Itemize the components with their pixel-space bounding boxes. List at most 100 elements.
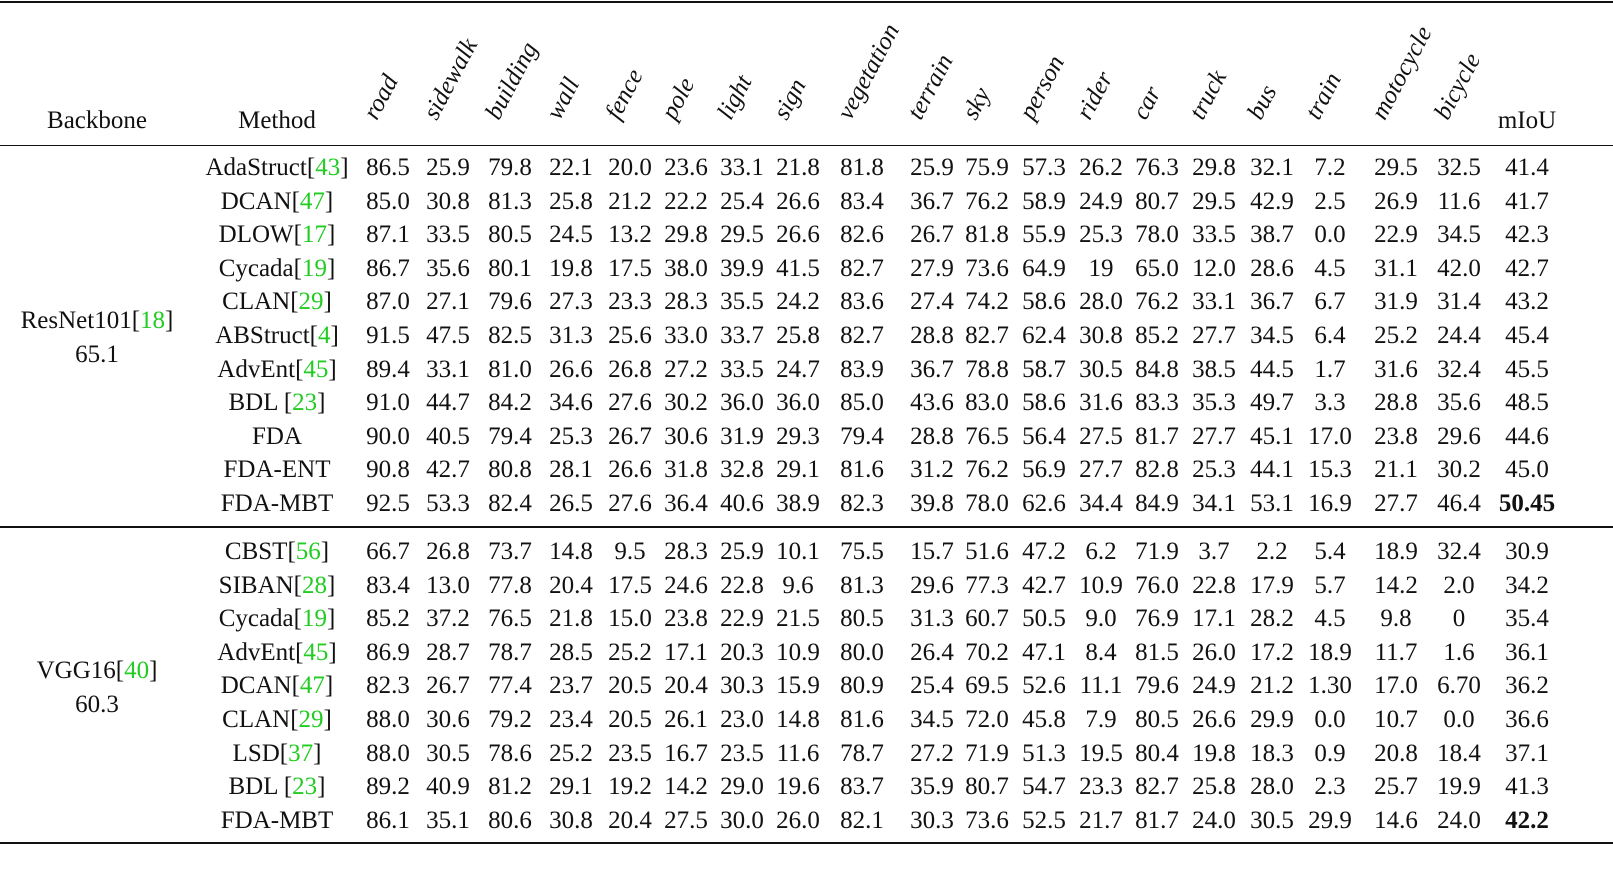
- value-cell-truck: 24.0: [1192, 806, 1236, 834]
- value-cell-pole: 26.1: [664, 706, 708, 733]
- value-cell-vegetation: 80.9: [840, 672, 884, 700]
- value-cell-truck: 12.0: [1192, 254, 1236, 282]
- value-cell-fence: 26.8: [608, 355, 652, 383]
- value-cell-vegetation: 83.6: [840, 288, 884, 316]
- value-cell-truck: 19.8: [1192, 739, 1236, 767]
- value-cell-terrain: 27.4: [910, 288, 954, 316]
- value-cell-truck: 33.5: [1192, 221, 1236, 249]
- method-cell: AdvEnt[45]: [217, 355, 337, 383]
- miou-cell: 37.1: [1505, 739, 1549, 767]
- header-rule: [0, 145, 1613, 146]
- citation-link: 45: [303, 355, 329, 383]
- value-cell-light: 23.5: [720, 739, 764, 767]
- value-cell-fence: 27.6: [608, 389, 652, 417]
- value-cell-motocycle: 27.7: [1374, 490, 1418, 517]
- value-cell-road: 90.8: [366, 456, 410, 484]
- value-cell-rider: 21.7: [1079, 806, 1123, 834]
- value-cell-sign: 29.3: [776, 422, 820, 450]
- value-cell-person: 58.6: [1022, 288, 1066, 316]
- value-cell-pole: 27.2: [664, 355, 708, 383]
- header-class-sign: sign: [768, 74, 812, 124]
- value-cell-sign: 19.6: [776, 773, 820, 801]
- value-cell-sidewalk: 13.0: [426, 571, 470, 599]
- value-cell-person: 52.6: [1022, 672, 1066, 700]
- value-cell-pole: 24.6: [664, 571, 708, 599]
- value-cell-vegetation: 83.7: [840, 773, 884, 801]
- value-cell-sky: 73.6: [965, 254, 1009, 282]
- value-cell-sidewalk: 44.7: [426, 389, 470, 417]
- value-cell-rider: 19: [1088, 254, 1114, 282]
- value-cell-terrain: 34.5: [910, 706, 954, 733]
- value-cell-motocycle: 14.2: [1374, 571, 1418, 599]
- bottom-rule: [0, 842, 1613, 844]
- value-cell-wall: 23.7: [549, 672, 593, 700]
- miou-cell: 45.5: [1505, 355, 1549, 383]
- value-cell-motocycle: 11.7: [1374, 638, 1418, 666]
- value-cell-bicycle: 32.4: [1437, 355, 1481, 383]
- value-cell-vegetation: 82.7: [840, 322, 884, 349]
- value-cell-person: 57.3: [1022, 154, 1066, 181]
- value-cell-truck: 27.7: [1192, 322, 1236, 349]
- value-cell-person: 56.4: [1022, 422, 1066, 450]
- value-cell-light: 22.8: [720, 571, 764, 599]
- value-cell-sky: 80.7: [965, 773, 1009, 801]
- header-class-car: car: [1127, 81, 1167, 124]
- value-cell-road: 92.5: [366, 490, 410, 517]
- value-cell-sign: 9.6: [782, 571, 814, 599]
- value-cell-person: 54.7: [1022, 773, 1066, 801]
- value-cell-motocycle: 14.6: [1374, 806, 1418, 834]
- method-name: AdaStruct: [205, 154, 307, 181]
- value-cell-building: 81.2: [488, 773, 532, 801]
- value-cell-train: 0.0: [1314, 221, 1346, 249]
- backbone-label: VGG16: [36, 657, 116, 685]
- value-cell-sign: 26.6: [776, 221, 820, 249]
- value-cell-sign: 14.8: [776, 706, 820, 733]
- value-cell-sky: 74.2: [965, 288, 1009, 316]
- value-cell-wall: 34.6: [549, 389, 593, 417]
- value-cell-sign: 41.5: [776, 254, 820, 282]
- value-cell-light: 33.1: [720, 154, 764, 181]
- value-cell-road: 91.5: [366, 322, 410, 349]
- value-cell-sidewalk: 28.7: [426, 638, 470, 666]
- value-cell-train: 0.0: [1314, 706, 1346, 733]
- method-cell: CBST[56]: [224, 538, 330, 565]
- miou-cell: 35.4: [1505, 605, 1549, 633]
- value-cell-rider: 30.8: [1079, 322, 1123, 349]
- value-cell-terrain: 36.7: [910, 187, 954, 215]
- value-cell-sign: 21.8: [776, 154, 820, 181]
- value-cell-sign: 38.9: [776, 490, 820, 517]
- value-cell-car: 78.0: [1135, 221, 1179, 249]
- value-cell-road: 89.2: [366, 773, 410, 801]
- value-cell-road: 86.7: [366, 254, 410, 282]
- value-cell-truck: 34.1: [1192, 490, 1236, 517]
- value-cell-car: 76.9: [1135, 605, 1179, 633]
- value-cell-truck: 3.7: [1198, 538, 1230, 565]
- value-cell-sign: 24.7: [776, 355, 820, 383]
- value-cell-sign: 15.9: [776, 672, 820, 700]
- value-cell-building: 79.2: [488, 706, 532, 733]
- miou-cell: 41.7: [1505, 187, 1549, 215]
- value-cell-bicycle: 29.6: [1437, 422, 1481, 450]
- value-cell-vegetation: 78.7: [840, 739, 884, 767]
- value-cell-bus: 18.3: [1250, 739, 1294, 767]
- value-cell-road: 87.1: [366, 221, 410, 249]
- value-cell-terrain: 27.2: [910, 739, 954, 767]
- value-cell-motocycle: 9.8: [1380, 605, 1412, 633]
- value-cell-motocycle: 31.9: [1374, 288, 1418, 316]
- value-cell-person: 42.7: [1022, 571, 1066, 599]
- method-name: Cycada: [218, 254, 294, 282]
- value-cell-wall: 25.2: [549, 739, 593, 767]
- method-cell: AdaStruct[43]: [205, 154, 349, 181]
- value-cell-wall: 21.8: [549, 605, 593, 633]
- value-cell-light: 20.3: [720, 638, 764, 666]
- value-cell-bicycle: 6.70: [1437, 672, 1481, 700]
- value-cell-rider: 7.9: [1085, 706, 1117, 733]
- citation-link: 28: [302, 571, 328, 599]
- value-cell-fence: 23.5: [608, 739, 652, 767]
- value-cell-train: 5.7: [1314, 571, 1346, 599]
- method-name: ABStruct: [215, 322, 310, 349]
- miou-cell: 44.6: [1505, 422, 1549, 450]
- value-cell-bus: 17.9: [1250, 571, 1294, 599]
- value-cell-wall: 22.1: [549, 154, 593, 181]
- value-cell-motocycle: 18.9: [1374, 538, 1418, 565]
